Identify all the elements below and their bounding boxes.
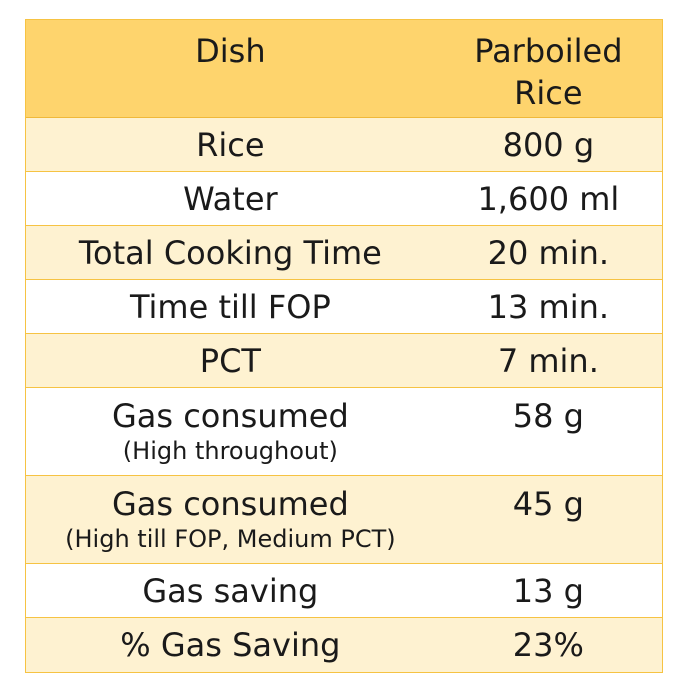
row-value: 13 g bbox=[512, 571, 584, 610]
row-label: Gas consumed bbox=[111, 397, 349, 435]
row-sublabel: (High throughout) bbox=[122, 437, 338, 465]
table-row: Water 1,600 ml bbox=[26, 172, 662, 226]
row-value: 20 min. bbox=[487, 233, 610, 272]
table-header-row: Dish Parboiled Rice bbox=[26, 20, 662, 118]
row-value: 23% bbox=[512, 626, 584, 664]
row-label-group: Gas consumed (High till FOP, Medium PCT) bbox=[26, 476, 435, 563]
row-value: 45 g bbox=[512, 485, 584, 523]
table-row: PCT 7 min. bbox=[26, 334, 662, 388]
row-label: Gas saving bbox=[142, 571, 319, 610]
row-label: Time till FOP bbox=[129, 287, 331, 326]
row-sublabel: (High till FOP, Medium PCT) bbox=[65, 525, 396, 553]
header-dish: Dish bbox=[195, 32, 266, 70]
header-parboiled-rice: Parboiled Rice bbox=[474, 32, 623, 112]
table-row: Total Cooking Time 20 min. bbox=[26, 226, 662, 280]
row-label: PCT bbox=[199, 341, 261, 380]
row-label: Rice bbox=[196, 125, 265, 164]
table-row: Time till FOP 13 min. bbox=[26, 280, 662, 334]
row-value: 13 min. bbox=[487, 287, 610, 326]
row-label: Total Cooking Time bbox=[78, 233, 382, 272]
row-value: 58 g bbox=[512, 397, 584, 435]
row-label: % Gas Saving bbox=[120, 626, 341, 664]
table-row: Rice 800 g bbox=[26, 118, 662, 172]
table-row: % Gas Saving 23% bbox=[26, 618, 662, 672]
row-label-group: Gas consumed (High throughout) bbox=[26, 388, 435, 475]
gas-saving-table: Dish Parboiled Rice Rice 800 g Water 1,6… bbox=[25, 19, 663, 673]
row-value: 7 min. bbox=[497, 341, 599, 380]
row-value: 1,600 ml bbox=[477, 179, 620, 218]
row-label: Gas consumed bbox=[111, 485, 349, 523]
table-row: Gas saving 13 g bbox=[26, 564, 662, 618]
table-row: Gas consumed (High till FOP, Medium PCT)… bbox=[26, 476, 662, 564]
row-value: 800 g bbox=[502, 125, 595, 164]
row-label: Water bbox=[183, 179, 278, 218]
table-row: Gas consumed (High throughout) 58 g bbox=[26, 388, 662, 476]
